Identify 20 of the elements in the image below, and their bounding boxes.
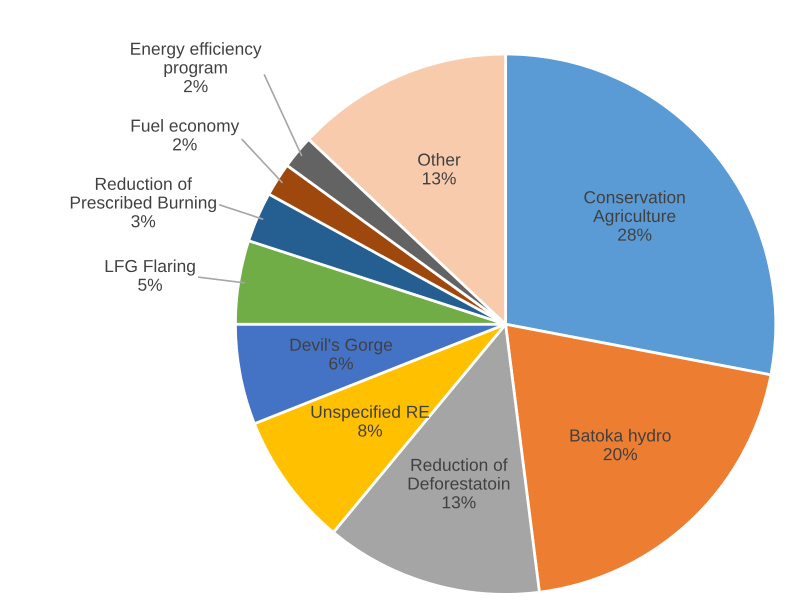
- slice-label: Fuel economy: [132, 119, 240, 136]
- slice-label: Reduction of Prescribed Burning: [70, 177, 216, 212]
- slice-label: LFG Flaring: [106, 259, 195, 276]
- slice-label: Unspecified RE: [312, 405, 430, 422]
- data-label: 8%: [358, 424, 382, 437]
- data-label: 2%: [184, 80, 208, 92]
- data-label: 13%: [422, 172, 456, 184]
- slice-label: Other: [418, 153, 460, 166]
- data-label: 2%: [173, 138, 197, 150]
- slice-label: Reduction of Deforestatoin: [408, 458, 510, 490]
- data-label: 3%: [131, 215, 156, 228]
- data-label: 5%: [138, 278, 162, 291]
- slice-label: Devil's Gorge: [290, 338, 392, 354]
- slice-label: Energy efficiency program: [131, 42, 262, 78]
- data-label: 13%: [442, 496, 476, 508]
- data-label: 28%: [618, 228, 652, 241]
- data-label: 6%: [329, 357, 353, 370]
- slice-label: Conservation Agriculture: [584, 190, 685, 226]
- slice-label: Batoka hydro: [570, 428, 671, 446]
- data-label: 20%: [604, 448, 637, 460]
